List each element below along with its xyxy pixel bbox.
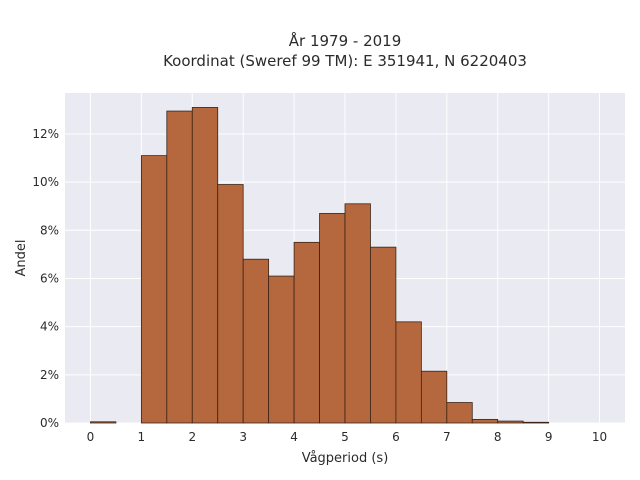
y-tick-labels: 0% 2% 4% 6% 8% 10% 12% [32,127,59,430]
x-tick-label: 0 [87,430,95,444]
histogram-bar [471,418,499,424]
y-tick-label: 12% [32,127,59,141]
histogram-bar [420,370,448,424]
chart-title-line2: Koordinat (Sweref 99 TM): E 351941, N 62… [163,52,527,70]
y-tick-label: 0% [40,416,59,430]
histogram-bar [395,321,422,424]
histogram-bar [217,184,244,424]
histogram-bar [140,155,168,424]
x-tick-label: 10 [592,430,607,444]
y-tick-label: 8% [40,223,59,237]
y-tick-label: 6% [40,271,59,285]
y-tick-label: 4% [40,320,59,334]
x-tick-label: 4 [290,430,298,444]
x-tick-label: 8 [494,430,502,444]
x-tick-label: 1 [138,430,146,444]
y-tick-label: 2% [40,368,59,382]
histogram-bar [242,258,270,424]
x-tick-label: 7 [443,430,451,444]
histogram-bar [370,246,397,424]
chart-title-line1: År 1979 - 2019 [289,31,402,50]
histogram-bar [293,241,320,424]
histogram-bar [166,110,193,424]
histogram-bar [497,420,524,424]
histogram-bar [90,421,117,424]
histogram-bar [319,213,346,424]
x-tick-label: 3 [239,430,247,444]
x-tick-labels: 0 1 2 3 4 5 6 7 8 9 10 [87,430,608,444]
histogram-bar [268,275,295,424]
bars [90,107,550,424]
histogram-bar [191,107,219,424]
x-tick-label: 6 [392,430,400,444]
x-tick-label: 5 [341,430,349,444]
x-axis-label: Vågperiod (s) [302,451,389,466]
histogram-bar [522,421,550,424]
histogram-bar [344,203,371,424]
histogram-bar [446,402,473,424]
y-tick-label: 10% [32,175,59,189]
y-axis-label: Andel [14,240,29,277]
x-tick-label: 9 [545,430,553,444]
x-tick-label: 2 [188,430,196,444]
